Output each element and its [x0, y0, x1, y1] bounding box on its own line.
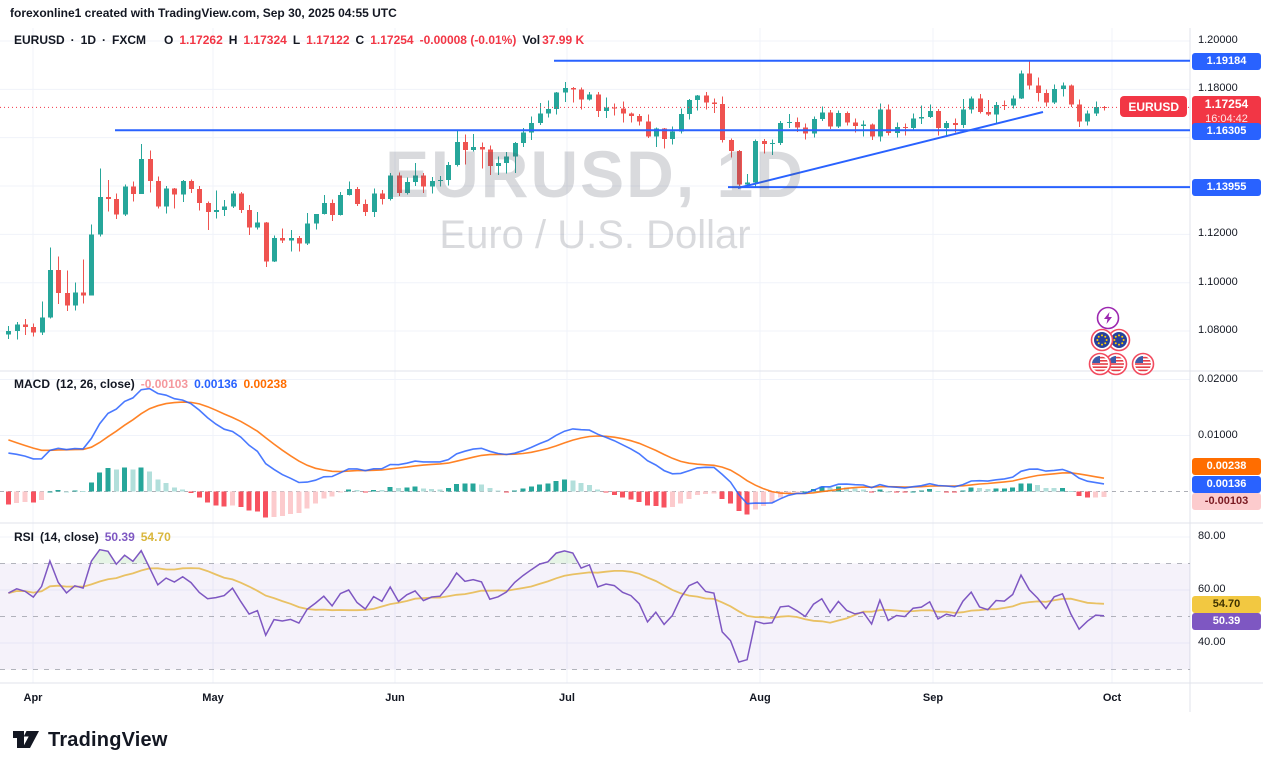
- macd-line: [8, 387, 1105, 505]
- last-price-value: 1.17254: [1204, 97, 1249, 111]
- us-flag-event-icon[interactable]: [1131, 352, 1155, 376]
- rsi-axis-tick: 40.00: [1198, 636, 1226, 648]
- tradingview-logo[interactable]: TradingView: [12, 728, 168, 752]
- gridlines: [0, 28, 1190, 683]
- x-axis-label: Jun: [385, 692, 405, 704]
- high-label: H: [228, 33, 238, 47]
- axis-value-badge: 0.00136: [1192, 475, 1261, 493]
- open-value: 1.17262: [179, 33, 223, 47]
- lightning-event-icon[interactable]: [1096, 306, 1120, 330]
- volume-label: Vol: [522, 33, 541, 47]
- legend-separator: ·: [102, 33, 107, 47]
- x-axis-label: Aug: [749, 692, 771, 704]
- rsi-axis-tick: 60.00: [1198, 583, 1226, 595]
- eu-flag-event-icon[interactable]: [1090, 328, 1114, 352]
- rsi-legend: RSI (14, close) 50.39 54.70: [14, 530, 171, 544]
- trend-line[interactable]: [737, 111, 1044, 189]
- price-axis-tick: 1.20000: [1198, 34, 1238, 46]
- rsi-overbought-fill: [8, 549, 1104, 564]
- macd-histogram-value: -0.00103: [140, 377, 189, 391]
- macd-line-value: 0.00136: [194, 377, 238, 391]
- macd-title: MACD: [14, 377, 50, 391]
- candlestick-series: [6, 60, 1107, 340]
- legend-symbol: EURUSD: [14, 33, 65, 47]
- price-axis-tick: 1.12000: [1198, 227, 1238, 240]
- tradingview-logo-text: TradingView: [48, 728, 168, 751]
- macd-params: (12, 26, close): [56, 377, 135, 391]
- rsi-ma-value: 54.70: [140, 530, 171, 544]
- x-axis-label: Apr: [23, 692, 43, 704]
- macd-legend: MACD (12, 26, close) -0.00103 0.00136 0.…: [14, 377, 287, 391]
- x-axis-label: Oct: [1102, 692, 1122, 704]
- tradingview-logo-icon: [13, 731, 39, 748]
- rsi-title: RSI: [14, 530, 35, 544]
- legend-interval: 1D: [80, 33, 97, 47]
- axis-value-badge: 1.13955: [1192, 178, 1261, 196]
- rsi-pane[interactable]: [0, 523, 1190, 683]
- x-axis-label: May: [202, 692, 224, 704]
- rsi-params: (14, close): [40, 530, 99, 544]
- close-label: C: [355, 33, 365, 47]
- symbol-price-label-badge: EURUSD: [1120, 96, 1187, 117]
- bar-countdown: 16:04:42: [1205, 113, 1248, 125]
- axis-value-badge: 50.39: [1192, 612, 1261, 630]
- macd-axis-tick: 0.01000: [1198, 428, 1238, 441]
- time-axis[interactable]: [0, 683, 1190, 712]
- eu-flag-event-icon[interactable]: [1107, 328, 1131, 352]
- high-value: 1.17324: [243, 33, 287, 47]
- x-axis-label: Jul: [559, 692, 575, 704]
- macd-histogram: [5, 467, 1107, 518]
- us-flag-event-icon[interactable]: [1088, 352, 1112, 376]
- axis-value-badge: 1.16305: [1192, 122, 1261, 140]
- macd-axis-tick: 0.02000: [1198, 372, 1238, 385]
- macd-signal-line: [8, 401, 1105, 495]
- rsi-value: 50.39: [104, 530, 135, 544]
- price-axis-tick: 1.10000: [1198, 275, 1238, 288]
- symbol-legend: EURUSD · 1D · FXCM O 1.17262 H 1.17324 L…: [14, 33, 584, 47]
- axis-value-badge: 0.00238: [1192, 457, 1261, 475]
- volume-value: 37.99 K: [542, 33, 585, 47]
- us-flag-event-icon[interactable]: [1104, 352, 1128, 376]
- rsi-axis-tick: 80.00: [1198, 530, 1226, 542]
- macd-pane[interactable]: [0, 371, 1190, 523]
- main-price-pane[interactable]: [0, 28, 1190, 371]
- low-value: 1.17122: [306, 33, 350, 47]
- change-value: -0.00008 (-0.01%): [419, 33, 517, 47]
- open-label: O: [164, 33, 174, 47]
- low-label: L: [292, 33, 301, 47]
- rsi-ma-line: [8, 567, 1105, 624]
- attribution-text: forexonline1 created with TradingView.co…: [10, 6, 397, 20]
- x-axis-label: Sep: [922, 692, 944, 704]
- macd-signal-value: 0.00238: [243, 377, 287, 391]
- axis-value-badge: 1.19184: [1192, 52, 1261, 70]
- price-axis-tick: 1.18000: [1198, 82, 1238, 95]
- axis-value-badge: -0.00103: [1192, 492, 1261, 510]
- legend-exchange: FXCM: [112, 33, 147, 47]
- rsi-line: [8, 548, 1105, 664]
- legend-separator: ·: [70, 33, 75, 47]
- price-axis-tick: 1.08000: [1198, 324, 1238, 337]
- close-value: 1.17254: [370, 33, 414, 47]
- axis-value-badge: 54.70: [1192, 595, 1261, 613]
